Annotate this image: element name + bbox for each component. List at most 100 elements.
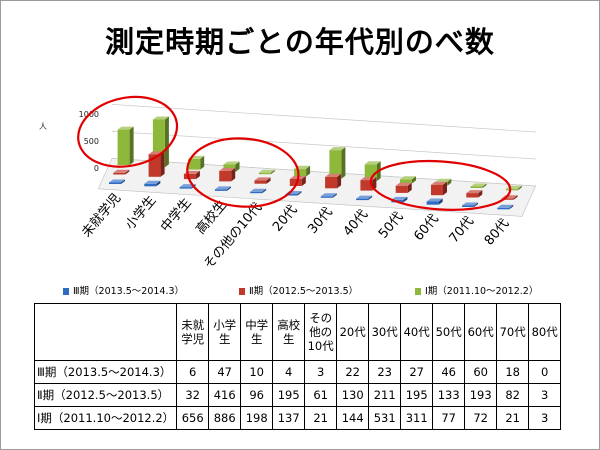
legend-item-s2: Ⅱ期（2012.5～2013.5） bbox=[239, 283, 358, 297]
table-header-cell: 未就 学児 bbox=[176, 303, 210, 361]
table-header-line: 生 bbox=[282, 332, 295, 346]
table-cell: 6 bbox=[176, 360, 210, 384]
table-row: Ⅲ期（2013.5～2014.3） 6 47 10 4 3 22 23 27 46 60 18 0 bbox=[33, 360, 562, 384]
table-header-line: 10代 bbox=[307, 339, 334, 353]
category-label: 未就学児 bbox=[78, 190, 124, 240]
table-cell: 18 bbox=[496, 360, 530, 384]
table-header-cell: その 他の 10代 bbox=[304, 303, 338, 361]
table-row: Ⅰ期（2011.10～2012.2） 656 886 198 137 21 144 531 31… bbox=[33, 406, 562, 430]
table-header-line: 学児 bbox=[181, 332, 205, 346]
table-cell: 195 bbox=[272, 383, 306, 407]
chart-bars bbox=[109, 116, 522, 210]
legend-label-s2: Ⅱ期（2012.5～2013.5） bbox=[249, 286, 359, 297]
table-cell: 21 bbox=[496, 406, 530, 430]
table-cell: 61 bbox=[304, 383, 338, 407]
bar-s2-6 bbox=[325, 173, 342, 189]
y-axis-label: 人 bbox=[39, 122, 47, 131]
table-cell: 198 bbox=[240, 406, 274, 430]
table-cell: 32 bbox=[176, 383, 210, 407]
table-cell: 47 bbox=[208, 360, 242, 384]
category-label: 70代 bbox=[447, 214, 477, 246]
table-header-line: 未就 bbox=[181, 318, 205, 332]
bar-s2-9 bbox=[431, 181, 447, 196]
table-cell: 4 bbox=[272, 360, 306, 384]
table-cell: 3 bbox=[528, 383, 562, 407]
category-label: 中学生 bbox=[157, 195, 194, 235]
gridline bbox=[112, 131, 536, 160]
table-header-cell: 高校生 bbox=[272, 303, 306, 361]
table-header-cell: 30代 bbox=[368, 303, 402, 361]
highlight-circles bbox=[77, 95, 512, 211]
table-cell: 311 bbox=[400, 406, 434, 430]
y-tick-label: 500 bbox=[84, 137, 99, 146]
legend-swatch-s1 bbox=[415, 288, 421, 295]
table-header-line: 60代 bbox=[467, 325, 494, 339]
table-header-line: 小学 bbox=[213, 318, 237, 332]
bar-s3-6 bbox=[320, 193, 337, 198]
table-cell: 10 bbox=[240, 360, 274, 384]
table-cell: 130 bbox=[336, 383, 370, 407]
table-cell: 46 bbox=[432, 360, 466, 384]
table-cell: 23 bbox=[368, 360, 402, 384]
bar-s2-0 bbox=[113, 169, 130, 175]
bar-s2-3 bbox=[219, 167, 236, 182]
table-header-cell: 60代 bbox=[464, 303, 498, 361]
table-row-label: Ⅲ期（2013.5～2014.3） bbox=[33, 360, 178, 384]
table-corner-cell bbox=[33, 303, 178, 361]
legend-swatch-s2 bbox=[239, 288, 245, 295]
bar-s1-4 bbox=[258, 169, 275, 175]
bar-s1-8 bbox=[400, 176, 416, 184]
table-cell: 531 bbox=[368, 406, 402, 430]
slide-title: 測定時期ごとの年代別のべ数 bbox=[105, 25, 495, 59]
bar-s1-6 bbox=[329, 147, 346, 179]
table-row-label: Ⅰ期（2011.10～2012.2） bbox=[33, 406, 178, 430]
table-cell: 886 bbox=[208, 406, 242, 430]
legend-swatch-s3 bbox=[63, 288, 69, 295]
table-cell: 211 bbox=[368, 383, 402, 407]
gridline bbox=[112, 158, 536, 187]
table-cell: 3 bbox=[528, 406, 562, 430]
table-header-line: 他の bbox=[309, 325, 333, 339]
bar-s2-1 bbox=[148, 151, 165, 177]
table-cell: 77 bbox=[432, 406, 466, 430]
highlight-circle-teens bbox=[186, 137, 300, 208]
category-label: 60代 bbox=[411, 212, 441, 244]
table-row-label: Ⅱ期（2012.5～2013.5） bbox=[33, 383, 178, 407]
bar-s2-8 bbox=[395, 182, 412, 193]
category-label: 50代 bbox=[376, 209, 406, 241]
bar-s1-10 bbox=[470, 183, 487, 188]
legend-item-s3: Ⅲ期（2013.5～2014.3） bbox=[63, 283, 184, 297]
table-row: Ⅱ期（2012.5～2013.5） 32 416 96 195 61 130 211 195 13… bbox=[33, 383, 562, 407]
table-header-line: 40代 bbox=[403, 325, 430, 339]
table-cell: 656 bbox=[176, 406, 210, 430]
bar-s3-11 bbox=[497, 204, 514, 210]
category-label: 80代 bbox=[482, 216, 512, 248]
y-tick-label: 0 bbox=[94, 164, 99, 173]
category-label: 30代 bbox=[305, 205, 335, 237]
highlight-circle-elderly bbox=[369, 159, 512, 211]
table-cell: 137 bbox=[272, 406, 306, 430]
table-header-line: 50代 bbox=[435, 325, 462, 339]
chart-legend: Ⅲ期（2013.5～2014.3） Ⅱ期（2012.5～2013.5） Ⅰ期（2… bbox=[53, 283, 593, 299]
highlight-circle-kids bbox=[77, 95, 179, 168]
table-cell: 21 bbox=[304, 406, 338, 430]
table-header-cell: 小学生 bbox=[208, 303, 242, 361]
bar-s3-1 bbox=[144, 180, 161, 187]
bar-s3-3 bbox=[214, 186, 231, 191]
category-label: 20代 bbox=[270, 202, 300, 234]
table-cell: 133 bbox=[432, 383, 466, 407]
table-header-line: 20代 bbox=[339, 325, 366, 339]
table-header-line: 生 bbox=[218, 332, 231, 346]
bar-s1-5 bbox=[294, 165, 311, 177]
legend-label-s1: Ⅰ期（2011.10～2012.2） bbox=[425, 286, 539, 297]
table-header-cell: 20代 bbox=[336, 303, 370, 361]
table-cell: 193 bbox=[464, 383, 498, 407]
chart-gridlines bbox=[112, 104, 536, 187]
legend-item-s1: Ⅰ期（2011.10～2012.2） bbox=[415, 283, 538, 297]
table-header-cell: 50代 bbox=[432, 303, 466, 361]
gridline bbox=[112, 104, 536, 133]
table-cell: 416 bbox=[208, 383, 242, 407]
